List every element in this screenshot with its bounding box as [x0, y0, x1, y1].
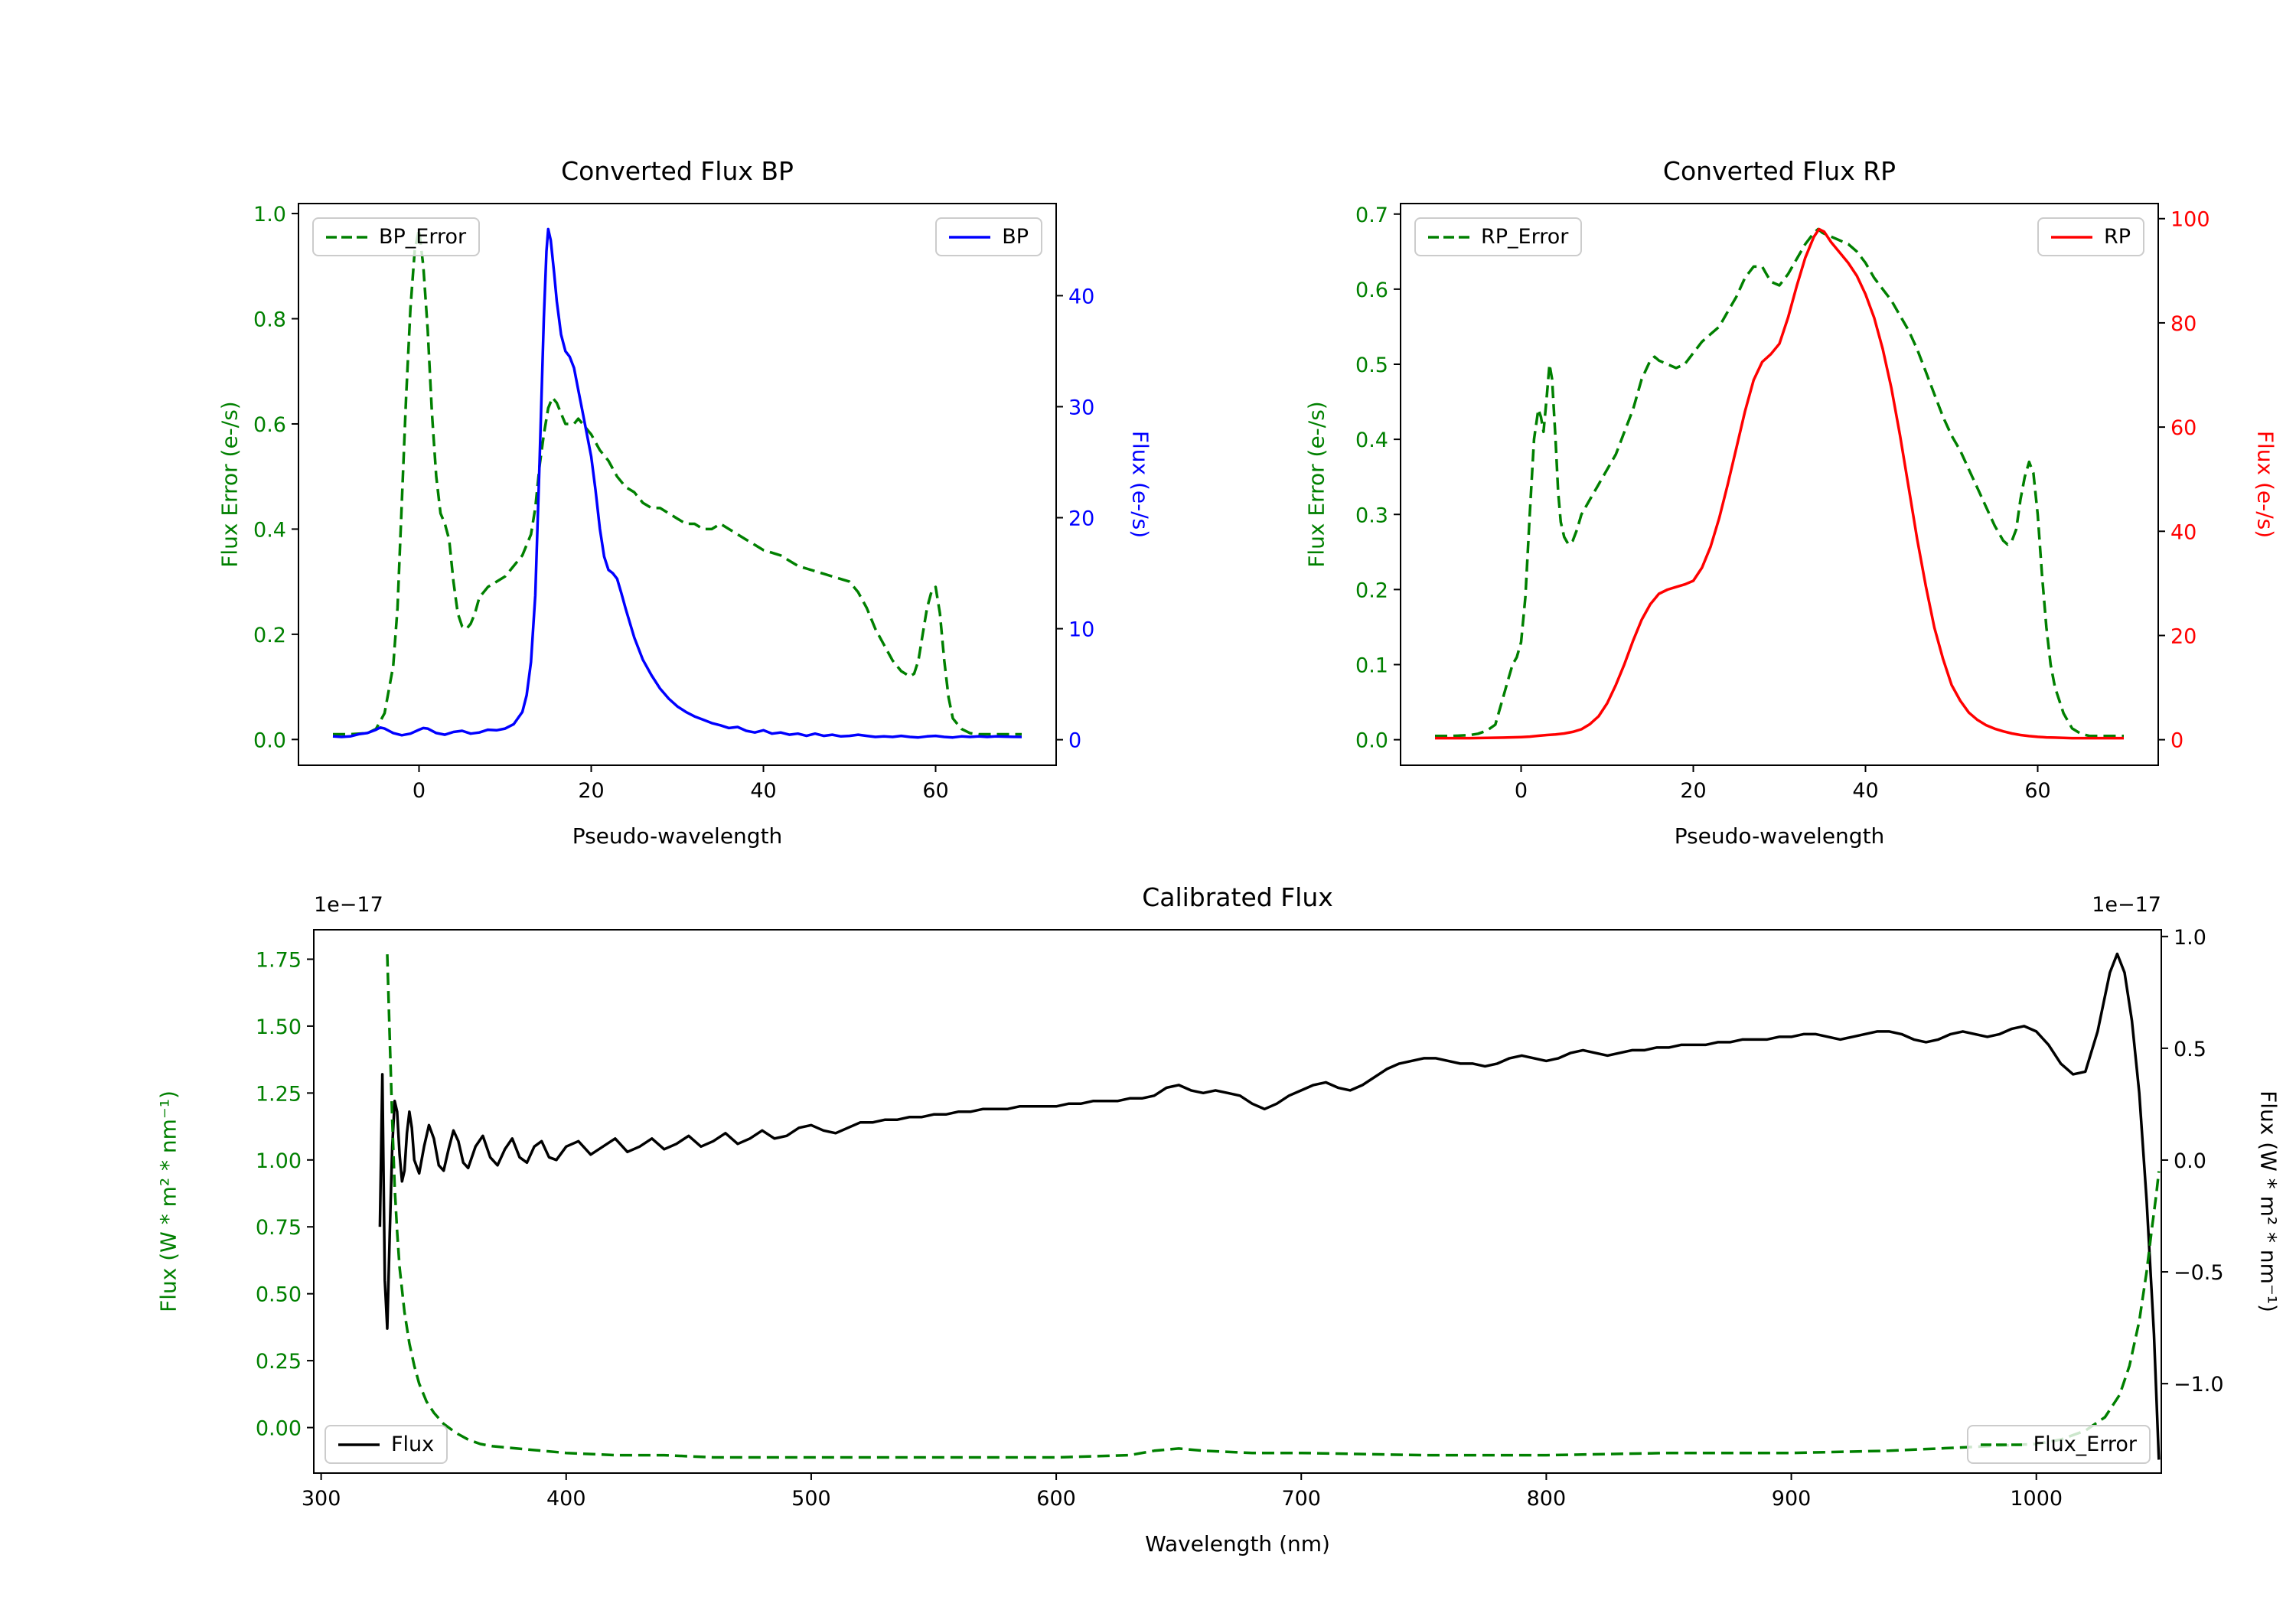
svg-text:0.6: 0.6	[253, 413, 286, 437]
svg-text:0.75: 0.75	[256, 1216, 302, 1240]
legend-label: BP_Error	[379, 225, 467, 249]
legend-label: RP_Error	[1481, 225, 1569, 249]
y-axis-label-right-rp: Flux (e-/s)	[2252, 430, 2278, 539]
svg-text:40: 40	[1068, 285, 1094, 308]
plot-area-bp: 0 20 40 60 0.0 0.2 0.4 0.6 0.8 1.0 0 10 20 30 40	[253, 203, 1094, 803]
svg-text:800: 800	[1527, 1487, 1567, 1511]
chart-title-rp: Converted Flux RP	[1662, 156, 1896, 186]
x-axis-label-bp: Pseudo-wavelength	[572, 823, 783, 849]
svg-text:−0.5: −0.5	[2174, 1261, 2224, 1285]
axis-offset-text-right: 1e−17	[2092, 893, 2161, 917]
svg-text:1.0: 1.0	[253, 203, 286, 227]
svg-text:0.6: 0.6	[1355, 279, 1388, 302]
svg-text:20: 20	[578, 779, 604, 803]
legend-label: Flux_Error	[2033, 1433, 2137, 1456]
svg-text:0.2: 0.2	[253, 624, 286, 647]
svg-text:60: 60	[2170, 416, 2197, 440]
svg-text:0.1: 0.1	[1355, 654, 1388, 678]
legend-bp: BP	[935, 217, 1042, 256]
svg-text:0.00: 0.00	[256, 1417, 302, 1441]
svg-text:80: 80	[2170, 312, 2197, 336]
plot-area-calibrated: 300 400 500 600 700 800 900 1000 0.00 0.25 0.50 0.7…	[256, 926, 2224, 1511]
svg-text:0.4: 0.4	[1355, 429, 1388, 452]
svg-text:60: 60	[2024, 779, 2050, 803]
x-axis-label-calibrated: Wavelength (nm)	[1145, 1531, 1330, 1556]
legend-rp: RP	[2037, 217, 2144, 256]
svg-text:0.5: 0.5	[1355, 354, 1388, 377]
svg-text:10: 10	[1068, 618, 1094, 642]
legend-line-sample-solid	[2050, 235, 2092, 239]
svg-text:0.4: 0.4	[253, 518, 286, 542]
svg-text:0: 0	[413, 779, 426, 803]
legend-line-sample-solid	[338, 1442, 380, 1446]
legend-line-sample-solid	[949, 235, 991, 239]
axis-offset-text-left: 1e−17	[314, 893, 383, 917]
svg-text:0.8: 0.8	[253, 308, 286, 332]
legend-line-sample-dashed	[1980, 1442, 2022, 1446]
svg-text:0.2: 0.2	[1355, 579, 1388, 602]
svg-text:500: 500	[791, 1487, 831, 1511]
svg-text:0.25: 0.25	[256, 1350, 302, 1374]
legend-rp-error: RP_Error	[1414, 217, 1583, 256]
subplot-converted-flux-bp: Converted Flux BP Flux Error (e-/s) Flux…	[217, 156, 1153, 849]
svg-text:0.50: 0.50	[256, 1283, 302, 1307]
svg-text:40: 40	[750, 779, 776, 803]
svg-text:400: 400	[546, 1487, 586, 1511]
svg-text:0.5: 0.5	[2174, 1038, 2206, 1061]
y-axis-label-left-calibrated: Flux (W * m² * nm⁻¹)	[155, 1090, 181, 1312]
svg-text:1.25: 1.25	[256, 1082, 302, 1106]
x-axis-label-rp: Pseudo-wavelength	[1674, 823, 1885, 849]
y-axis-label-right-calibrated: Flux (W * m² * nm⁻¹)	[2255, 1090, 2281, 1312]
svg-text:40: 40	[2170, 520, 2197, 544]
svg-text:20: 20	[2170, 624, 2197, 648]
svg-text:0: 0	[2170, 729, 2183, 753]
y-axis-label-left-bp: Flux Error (e-/s)	[217, 401, 243, 568]
chart-title-bp: Converted Flux BP	[561, 156, 794, 186]
svg-text:30: 30	[1068, 396, 1094, 419]
svg-text:1000: 1000	[2010, 1487, 2063, 1511]
svg-text:600: 600	[1036, 1487, 1076, 1511]
svg-text:100: 100	[2170, 208, 2210, 232]
svg-text:0.0: 0.0	[1355, 729, 1388, 753]
svg-text:1.50: 1.50	[256, 1015, 302, 1039]
subplot-converted-flux-rp: Converted Flux RP Flux Error (e-/s) Flux…	[1304, 156, 2278, 849]
svg-text:20: 20	[1680, 779, 1706, 803]
y-axis-label-left-rp: Flux Error (e-/s)	[1303, 401, 1329, 568]
legend-line-sample-dashed	[326, 235, 367, 239]
svg-text:60: 60	[922, 779, 948, 803]
svg-text:1.75: 1.75	[256, 948, 302, 972]
svg-text:0.0: 0.0	[2174, 1149, 2206, 1173]
svg-text:20: 20	[1068, 507, 1094, 531]
subplot-calibrated-flux: Calibrated Flux 1e−17 1e−17 Flux (W * m²…	[156, 882, 2281, 1556]
svg-text:1.00: 1.00	[256, 1149, 302, 1173]
chart-title-calibrated: Calibrated Flux	[1142, 882, 1333, 912]
svg-text:0.3: 0.3	[1355, 504, 1388, 527]
svg-text:0.7: 0.7	[1355, 204, 1388, 227]
legend-flux: Flux	[325, 1425, 448, 1464]
plot-area-rp: 0 20 40 60 0.0 0.1 0.2 0.3 0.4 0.5 0.6 0.7 0 20 40 60 80…	[1355, 203, 2210, 803]
svg-text:−1.0: −1.0	[2174, 1373, 2224, 1397]
legend-bp-error: BP_Error	[312, 217, 481, 256]
svg-text:0: 0	[1068, 729, 1081, 753]
legend-label: BP	[1002, 225, 1029, 249]
legend-label: RP	[2103, 225, 2131, 249]
y-axis-label-right-bp: Flux (e-/s)	[1127, 430, 1153, 539]
legend-flux-error: Flux_Error	[1966, 1425, 2151, 1464]
svg-text:0: 0	[1515, 779, 1528, 803]
legend-line-sample-dashed	[1428, 235, 1469, 239]
svg-text:40: 40	[1852, 779, 1878, 803]
legend-label: Flux	[391, 1433, 435, 1456]
svg-text:900: 900	[1772, 1487, 1812, 1511]
svg-text:300: 300	[302, 1487, 341, 1511]
svg-text:700: 700	[1281, 1487, 1321, 1511]
svg-text:1.0: 1.0	[2174, 926, 2206, 950]
svg-text:0.0: 0.0	[253, 729, 286, 752]
